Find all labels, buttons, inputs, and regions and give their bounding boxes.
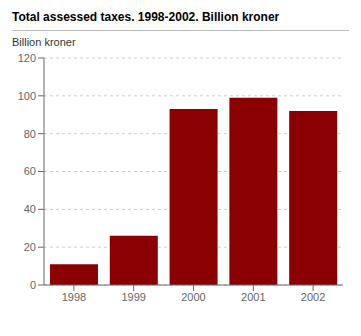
html-text:Total assessed taxes. 1998-200: Total assessed taxes. 1998-2002. Billion…: [12, 10, 280, 24]
svg-text:100: 100: [18, 90, 36, 102]
svg-text:80: 80: [24, 128, 36, 140]
svg-text:0: 0: [30, 279, 36, 291]
svg-text:1999: 1999: [121, 291, 145, 303]
svg-text:2000: 2000: [181, 291, 205, 303]
svg-text:1998: 1998: [62, 291, 86, 303]
html-text:Billion kroner: Billion kroner: [12, 36, 76, 48]
svg-text:60: 60: [24, 165, 36, 177]
svg-text:2001: 2001: [241, 291, 265, 303]
svg-text:20: 20: [24, 241, 36, 253]
svg-text:120: 120: [18, 52, 36, 64]
svg-text:40: 40: [24, 203, 36, 215]
svg-text:2002: 2002: [301, 291, 325, 303]
